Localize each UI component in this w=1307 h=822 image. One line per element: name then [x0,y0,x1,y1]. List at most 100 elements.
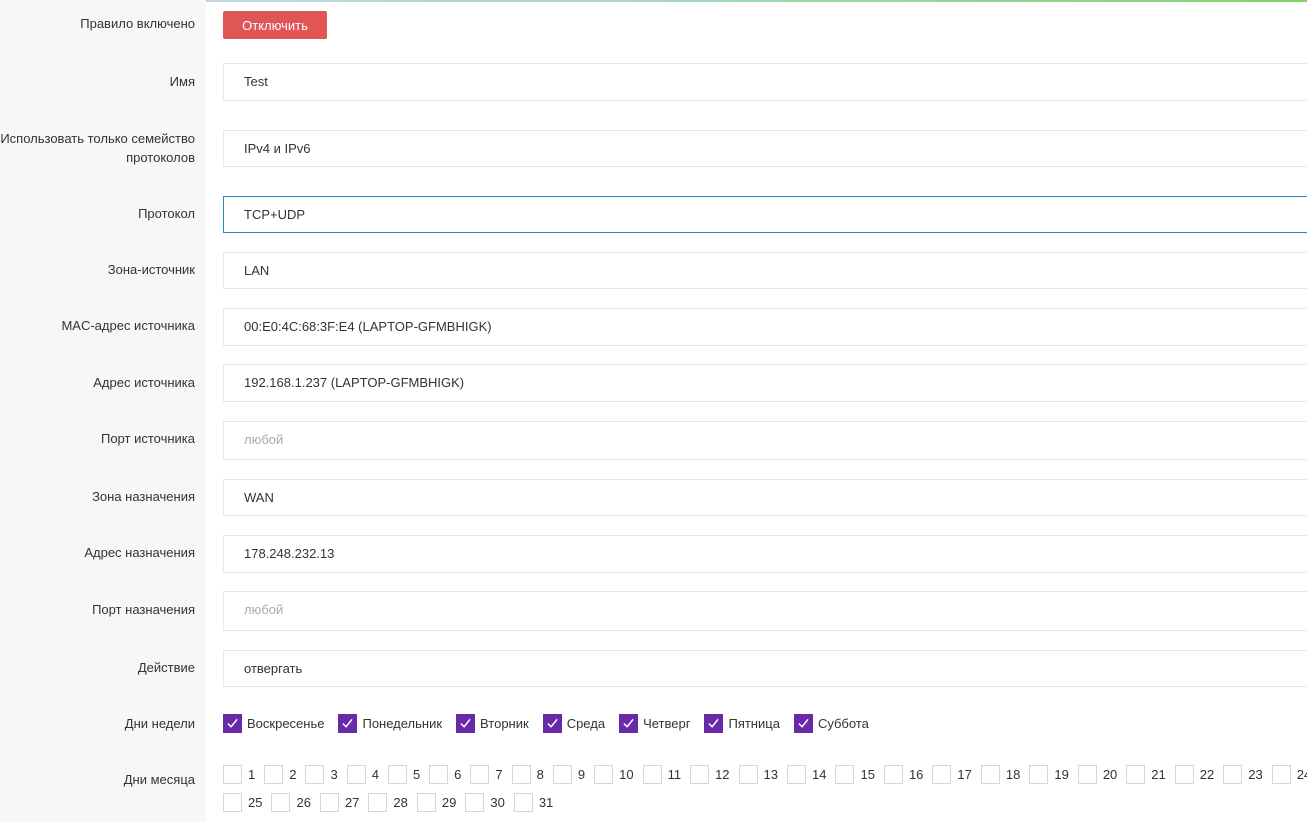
monthday-checkbox[interactable] [1223,765,1243,784]
monthday-checkbox[interactable] [835,765,855,784]
weekday-option[interactable]: Среда [542,714,605,733]
monthday-checkbox[interactable] [980,765,1000,784]
monthday-option[interactable]: 15 [835,765,875,784]
monthday-option[interactable]: 24 [1271,765,1307,784]
weekday-checkbox[interactable] [223,714,242,733]
dest-ip-select[interactable]: 178.248.232.13 [223,535,1307,573]
weekday-label: Вторник [480,716,529,731]
monthday-checkbox[interactable] [552,765,572,784]
monthday-label: 17 [957,767,972,782]
weekday-option[interactable]: Четверг [619,714,690,733]
action-select[interactable]: отвергать [223,650,1307,687]
weekday-option[interactable]: Пятница [704,714,780,733]
monthday-option[interactable]: 18 [980,765,1020,784]
monthday-checkbox[interactable] [1271,765,1291,784]
monthday-checkbox[interactable] [594,765,614,784]
monthday-option[interactable]: 14 [787,765,826,784]
monthday-option[interactable]: 30 [465,793,505,812]
monthday-checkbox[interactable] [883,765,903,784]
weekday-option[interactable]: Воскресенье [223,714,324,733]
monthday-option[interactable]: 27 [319,793,359,812]
monthday-option[interactable]: 5 [387,765,420,784]
weekday-option[interactable]: Понедельник [338,714,442,733]
monthday-option[interactable]: 12 [690,765,730,784]
monthday-option[interactable]: 26 [271,793,311,812]
monthday-option[interactable]: 3 [305,765,338,784]
monthday-checkbox[interactable] [368,793,388,812]
monthday-option[interactable]: 9 [552,765,585,784]
monthday-checkbox[interactable] [416,793,436,812]
monthday-option[interactable]: 17 [932,765,972,784]
monthday-option[interactable]: 29 [416,793,456,812]
monthday-checkbox[interactable] [1174,765,1194,784]
src-port-input[interactable]: любой [223,421,1307,460]
monthday-checkbox[interactable] [932,765,952,784]
weekday-checkbox[interactable] [793,714,813,733]
monthday-checkbox[interactable] [738,765,758,784]
src-zone-select[interactable]: LAN [223,252,1307,289]
monthday-checkbox[interactable] [1126,765,1146,784]
monthday-option[interactable]: 10 [594,765,634,784]
dest-zone-select[interactable]: WAN [223,479,1307,516]
monthday-option[interactable]: 16 [883,765,924,784]
monthday-option[interactable]: 22 [1174,765,1214,784]
monthday-checkbox[interactable] [223,765,242,784]
monthday-option[interactable]: 8 [511,765,544,784]
monthday-checkbox[interactable] [223,793,242,812]
monthday-option[interactable]: 4 [346,765,379,784]
monthday-checkbox[interactable] [1077,765,1097,784]
monthday-option[interactable]: 21 [1126,765,1166,784]
monthday-checkbox[interactable] [465,793,485,812]
monthday-option[interactable]: 19 [1029,765,1069,784]
monthday-option[interactable]: 13 [738,765,778,784]
weekday-option[interactable]: Вторник [456,714,529,733]
name-input[interactable]: Test [223,63,1307,101]
monthday-checkbox[interactable] [470,765,490,784]
protocol-label: Протокол [138,206,195,221]
monthday-checkbox[interactable] [1029,765,1049,784]
family-select[interactable]: IPv4 и IPv6 [223,130,1307,167]
monthday-checkbox[interactable] [690,765,710,784]
monthday-option[interactable]: 11 [642,765,681,784]
monthday-checkbox[interactable] [271,793,291,812]
monthday-option[interactable]: 28 [368,793,408,812]
weekday-checkbox[interactable] [456,714,476,733]
dest-port-input[interactable]: любой [223,591,1307,631]
weekday-checkbox[interactable] [338,714,358,733]
monthday-checkbox[interactable] [511,765,531,784]
src-ip-select[interactable]: 192.168.1.237 (LAPTOP-GFMBHIGK) [223,364,1307,402]
weekday-checkbox[interactable] [704,714,724,733]
monthday-label: 14 [812,767,827,782]
monthday-option[interactable]: 25 [223,793,262,812]
weekday-checkbox[interactable] [619,714,639,733]
monthday-checkbox[interactable] [387,765,407,784]
monthday-option[interactable]: 7 [470,765,503,784]
monthday-checkbox[interactable] [429,765,449,784]
monthday-option[interactable]: 1 [223,765,255,784]
monthday-option[interactable]: 20 [1077,765,1118,784]
dest-port-label: Порт назначения [92,602,195,617]
weekday-checkbox[interactable] [542,714,562,733]
weekday-label: Воскресенье [247,716,325,731]
monthday-checkbox[interactable] [346,765,366,784]
monthday-checkbox[interactable] [787,765,807,784]
weekday-option[interactable]: Суббота [793,714,869,733]
monthday-label: 26 [296,795,311,810]
monthday-label: 19 [1054,767,1069,782]
disable-rule-button[interactable]: Отключить [223,11,327,39]
monthday-checkbox[interactable] [264,765,284,784]
monthday-checkbox[interactable] [305,765,325,784]
monthday-option[interactable]: 31 [513,793,553,812]
weekday-label: Четверг [643,716,691,731]
monthday-option[interactable]: 6 [429,765,461,784]
monthday-label: 16 [908,767,924,782]
monthday-checkbox[interactable] [642,765,662,784]
monthday-checkbox[interactable] [513,793,533,812]
src-mac-select[interactable]: 00:E0:4C:68:3F:E4 (LAPTOP-GFMBHIGK) [223,308,1307,346]
protocol-select[interactable]: TCP+UDP [223,196,1307,233]
monthday-option[interactable]: 23 [1223,765,1263,784]
monthday-label: 20 [1102,767,1118,782]
monthday-label: 3 [330,767,338,782]
monthday-checkbox[interactable] [319,793,339,812]
monthday-option[interactable]: 2 [264,765,296,784]
